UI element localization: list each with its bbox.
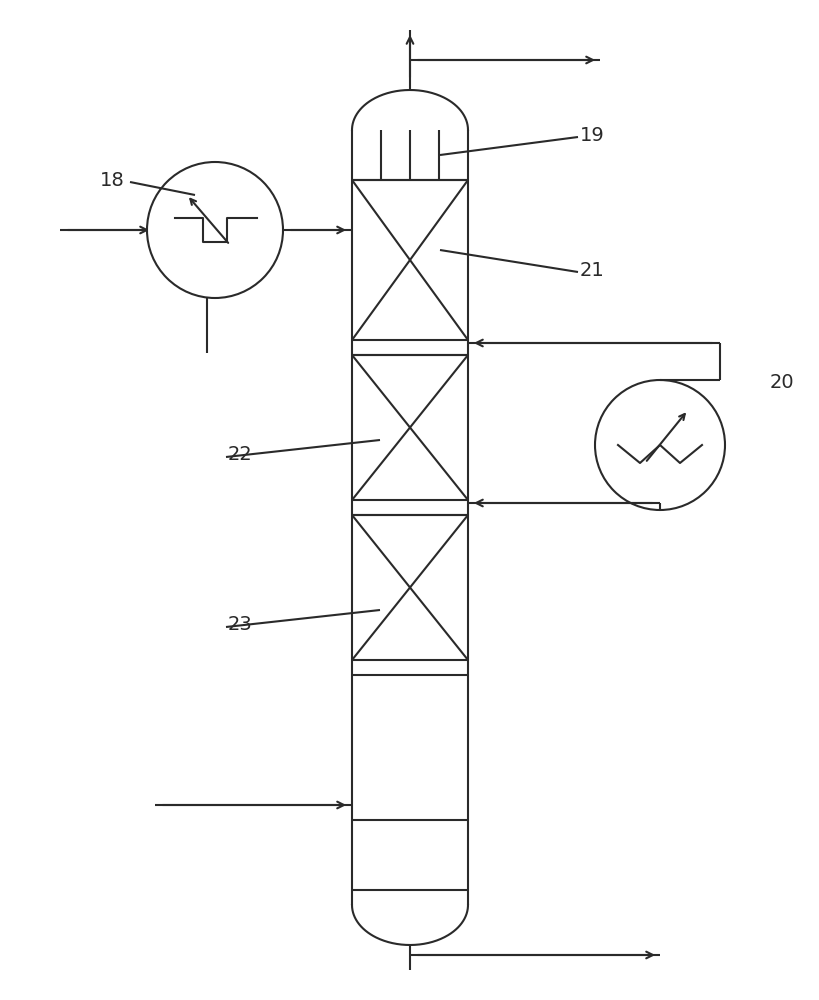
- Text: 19: 19: [579, 126, 604, 145]
- Text: 21: 21: [579, 260, 604, 279]
- Text: 18: 18: [100, 171, 124, 190]
- Text: 23: 23: [228, 615, 252, 634]
- Text: 22: 22: [228, 446, 252, 464]
- Text: 20: 20: [769, 372, 794, 391]
